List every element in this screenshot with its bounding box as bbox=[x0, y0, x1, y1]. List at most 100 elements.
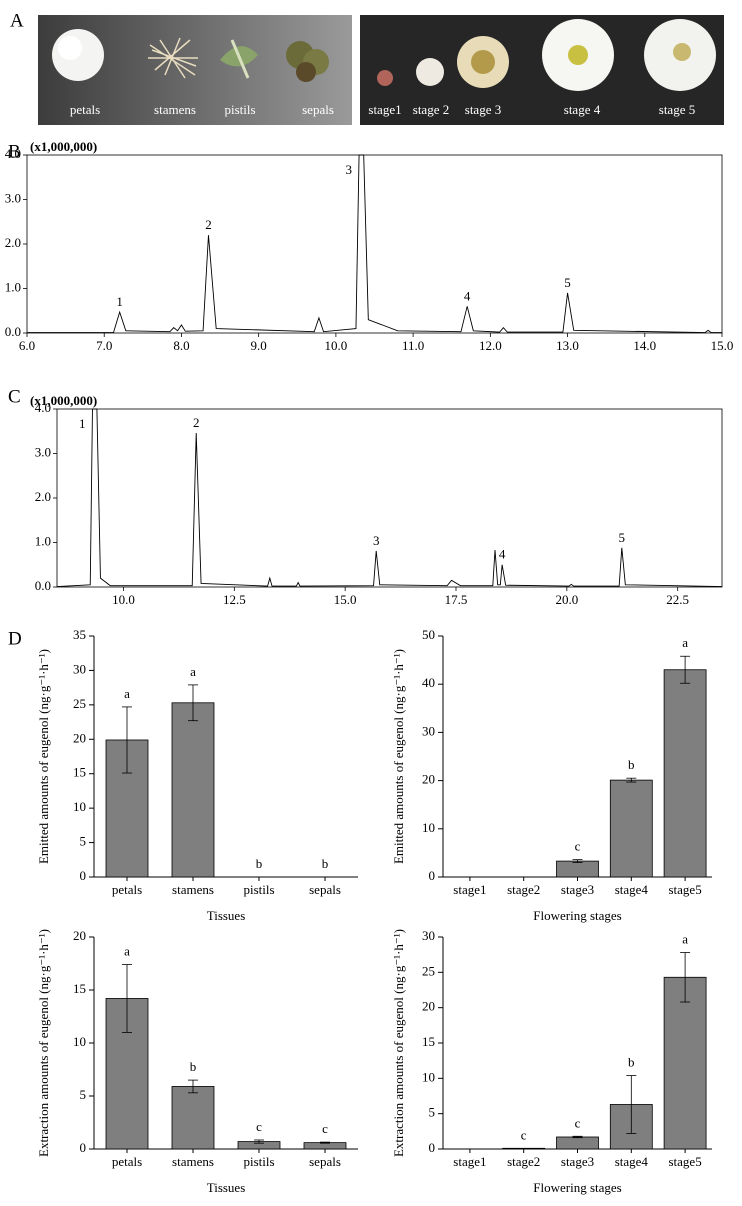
photo-label: stage 3 bbox=[465, 102, 501, 117]
x-tick-label: 13.0 bbox=[556, 338, 579, 353]
photo-label: stamens bbox=[154, 102, 196, 117]
x-tick-label: 17.5 bbox=[445, 592, 468, 607]
y-tick-label: 30 bbox=[422, 928, 435, 943]
trace bbox=[56, 408, 723, 587]
x-tick-label: 10.0 bbox=[325, 338, 348, 353]
x-tick-label: 15.0 bbox=[334, 592, 357, 607]
y-tick-label: 0 bbox=[429, 1140, 436, 1155]
plot-frame bbox=[26, 154, 723, 334]
photo-label: pistils bbox=[224, 102, 255, 117]
significance-letter: b bbox=[190, 1059, 197, 1074]
significance-letter: c bbox=[575, 1115, 581, 1130]
y-tick-label: 3.0 bbox=[35, 444, 51, 459]
y-multiplier: (x1,000,000) bbox=[30, 393, 97, 408]
x-tick-label: pistils bbox=[243, 882, 274, 897]
photo-label: sepals bbox=[302, 102, 334, 117]
photo-label: stage1 bbox=[368, 102, 401, 117]
y-tick-label: 10 bbox=[422, 820, 435, 835]
x-tick-label: stage4 bbox=[615, 1154, 649, 1169]
y-tick-label: 1.0 bbox=[35, 533, 51, 548]
x-tick-label: petals bbox=[112, 1154, 142, 1169]
y-tick-label: 0.0 bbox=[5, 324, 21, 339]
y-tick-label: 20 bbox=[422, 999, 435, 1014]
y-axis-label: Extraction amounts of eugenol (ng·g⁻¹·h⁻… bbox=[36, 929, 51, 1157]
x-tick-label: 12.0 bbox=[479, 338, 502, 353]
y-tick-label: 15 bbox=[73, 981, 86, 996]
photo-label: petals bbox=[70, 102, 100, 117]
bar bbox=[556, 1136, 599, 1150]
x-tick-label: sepals bbox=[309, 1154, 341, 1169]
x-axis-label: Flowering stages bbox=[533, 908, 621, 923]
x-tick-label: 15.0 bbox=[711, 338, 734, 353]
x-tick-label: 14.0 bbox=[633, 338, 656, 353]
x-tick-label: 6.0 bbox=[19, 338, 35, 353]
bar bbox=[502, 1147, 546, 1150]
significance-letter: b bbox=[628, 757, 635, 772]
stage-photo bbox=[360, 15, 724, 125]
y-tick-label: 0.0 bbox=[35, 578, 51, 593]
x-tick-label: stage3 bbox=[561, 882, 594, 897]
y-tick-label: 4.0 bbox=[35, 400, 51, 415]
peak-label: 1 bbox=[79, 416, 86, 431]
y-tick-label: 50 bbox=[422, 627, 435, 642]
y-tick-label: 5 bbox=[429, 1105, 436, 1120]
y-tick-label: 15 bbox=[422, 1034, 435, 1049]
y-axis-label: Emitted amounts of eugenol (ng·g⁻¹·h⁻¹) bbox=[391, 649, 406, 864]
x-tick-label: 20.0 bbox=[555, 592, 578, 607]
significance-letter: b bbox=[256, 856, 263, 871]
panel-letter: B bbox=[8, 141, 21, 162]
plot-frame bbox=[56, 408, 723, 588]
x-tick-label: stage1 bbox=[453, 1154, 486, 1169]
significance-letter: c bbox=[575, 839, 581, 854]
x-tick-label: stamens bbox=[172, 882, 214, 897]
x-tick-label: 22.5 bbox=[666, 592, 689, 607]
peak-label: 1 bbox=[116, 294, 123, 309]
peak-label: 2 bbox=[205, 217, 212, 232]
y-axis-label: Emitted amounts of eugenol (ng·g⁻¹·h⁻¹) bbox=[36, 649, 51, 864]
significance-letter: a bbox=[124, 944, 130, 959]
y-tick-label: 0 bbox=[80, 868, 87, 883]
trace bbox=[27, 154, 722, 334]
y-tick-label: 25 bbox=[73, 696, 86, 711]
peak-label: 4 bbox=[499, 547, 506, 562]
y-tick-label: 40 bbox=[422, 675, 435, 690]
x-tick-label: 11.0 bbox=[402, 338, 424, 353]
peak-label: 3 bbox=[373, 533, 380, 548]
y-tick-label: 10 bbox=[73, 799, 86, 814]
y-tick-label: 30 bbox=[73, 661, 86, 676]
peak-label: 2 bbox=[193, 415, 200, 430]
bar bbox=[303, 1142, 347, 1150]
significance-letter: c bbox=[322, 1121, 328, 1136]
x-tick-label: 8.0 bbox=[173, 338, 189, 353]
bar bbox=[663, 669, 707, 878]
x-tick-label: stage2 bbox=[507, 1154, 540, 1169]
tissue-photo bbox=[38, 15, 352, 125]
significance-letter: a bbox=[124, 686, 130, 701]
y-tick-label: 5 bbox=[80, 1087, 87, 1102]
x-tick-label: 9.0 bbox=[251, 338, 267, 353]
x-tick-label: sepals bbox=[309, 882, 341, 897]
significance-letter: a bbox=[190, 664, 196, 679]
significance-letter: a bbox=[682, 635, 688, 650]
y-tick-label: 2.0 bbox=[5, 235, 21, 250]
photo-label: stage 2 bbox=[413, 102, 449, 117]
x-tick-label: 12.5 bbox=[223, 592, 246, 607]
x-tick-label: pistils bbox=[243, 1154, 274, 1169]
x-tick-label: stage5 bbox=[668, 882, 701, 897]
panel-letter: D bbox=[8, 628, 22, 649]
significance-letter: b bbox=[628, 1054, 635, 1069]
significance-letter: c bbox=[521, 1127, 527, 1142]
peak-label: 4 bbox=[464, 288, 471, 303]
significance-letter: b bbox=[322, 856, 329, 871]
bar bbox=[609, 779, 653, 878]
y-tick-label: 0 bbox=[429, 868, 436, 883]
x-tick-label: stage5 bbox=[668, 1154, 701, 1169]
y-tick-label: 10 bbox=[73, 1034, 86, 1049]
y-multiplier: (x1,000,000) bbox=[30, 139, 97, 154]
x-tick-label: 10.0 bbox=[112, 592, 135, 607]
bar bbox=[663, 976, 707, 1150]
bar bbox=[171, 702, 215, 878]
x-axis-label: Flowering stages bbox=[533, 1180, 621, 1195]
y-tick-label: 10 bbox=[422, 1069, 435, 1084]
